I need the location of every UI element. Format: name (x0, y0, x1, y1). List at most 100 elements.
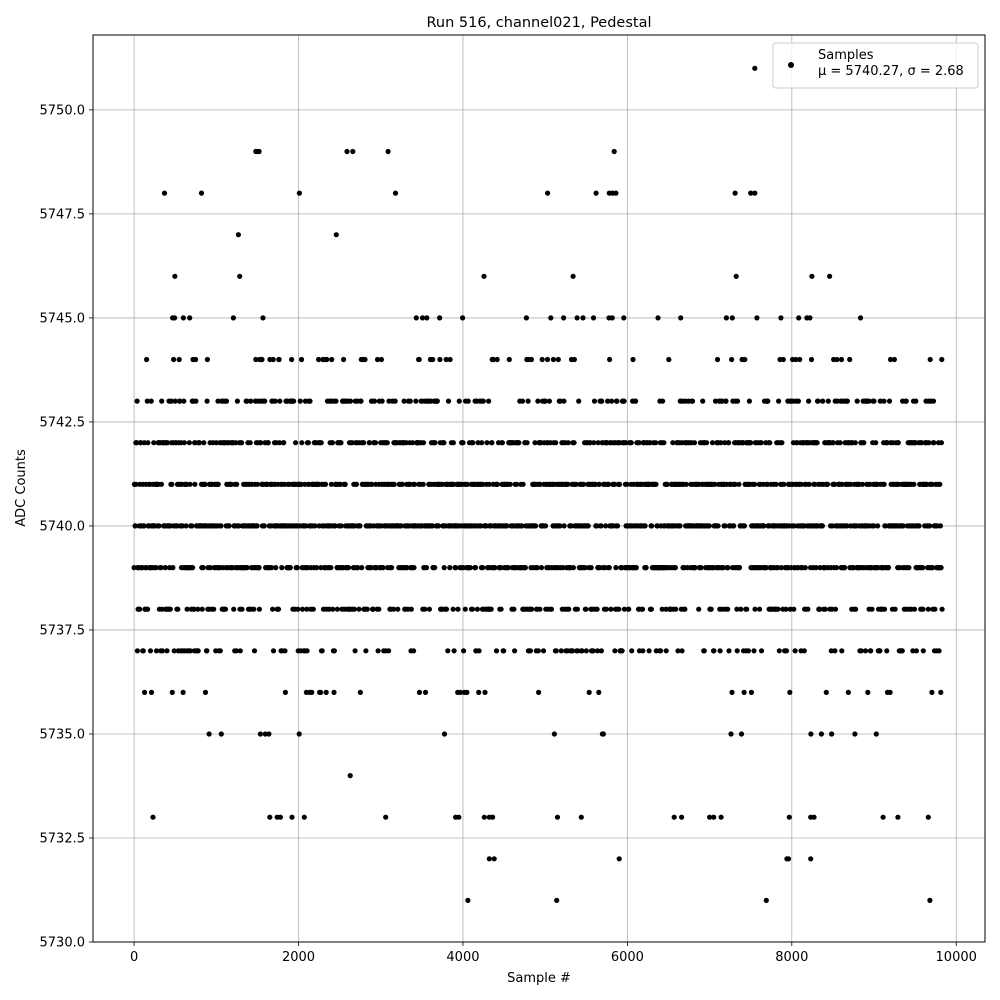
sample-point (806, 398, 812, 404)
sample-point (486, 481, 492, 487)
sample-point (202, 689, 209, 696)
sample-point (758, 648, 765, 654)
sample-point (937, 523, 944, 529)
sample-point (350, 148, 356, 155)
sample-point (832, 648, 838, 654)
sample-point (251, 606, 257, 612)
sample-point (171, 356, 177, 363)
sample-point (519, 523, 525, 529)
data-points (131, 65, 945, 904)
sample-point (464, 689, 470, 696)
sample-point (886, 398, 893, 404)
sample-point (593, 190, 599, 196)
sample-point (168, 398, 174, 404)
sample-point (700, 398, 706, 404)
sample-point (539, 356, 545, 363)
sample-point (207, 565, 213, 571)
sample-point (167, 606, 173, 612)
sample-point (138, 440, 144, 446)
sample-point (643, 565, 649, 571)
sample-point (193, 398, 199, 404)
sample-point (456, 814, 462, 820)
sample-point (258, 440, 264, 446)
sample-point (715, 523, 721, 529)
sample-point (256, 606, 262, 612)
sample-point (913, 398, 919, 404)
x-tick-label: 8000 (775, 950, 808, 965)
sample-point (861, 440, 867, 446)
sample-point (206, 731, 212, 737)
sample-point (318, 440, 324, 446)
sample-point (621, 398, 627, 404)
sample-point (235, 232, 241, 238)
x-axis-label: Sample # (507, 971, 571, 986)
sample-point (476, 648, 482, 654)
sample-point (764, 481, 771, 487)
sample-point (808, 856, 814, 862)
sample-point (329, 440, 335, 446)
sample-point (553, 648, 559, 654)
sample-point (880, 814, 886, 820)
sample-point (145, 606, 151, 612)
sample-point (877, 398, 883, 404)
sample-point (261, 523, 267, 529)
sample-point (251, 648, 258, 654)
sample-point (391, 606, 397, 612)
sample-point (927, 523, 933, 529)
sample-point (134, 440, 140, 446)
sample-point (289, 356, 295, 363)
sample-point (557, 523, 563, 529)
sample-point (859, 481, 866, 487)
sample-point (696, 606, 702, 612)
sample-point (818, 731, 825, 737)
sample-point (328, 565, 334, 571)
sample-point (779, 440, 785, 446)
sample-point (869, 606, 875, 612)
sample-point (507, 481, 513, 487)
sample-point (189, 523, 195, 529)
sample-point (776, 648, 782, 654)
sample-point (628, 440, 634, 446)
sample-point (612, 648, 618, 654)
sample-point (404, 565, 410, 571)
sample-point (159, 398, 165, 404)
sample-point (765, 398, 771, 404)
sample-point (156, 523, 162, 529)
sample-point (330, 606, 336, 612)
sample-point (437, 315, 443, 321)
sample-point (798, 481, 804, 487)
x-tick-label: 0 (130, 950, 138, 965)
sample-point (607, 356, 613, 363)
sample-point (147, 648, 154, 654)
sample-point (550, 356, 557, 363)
sample-point (217, 648, 223, 654)
sample-point (787, 689, 793, 696)
sample-point (326, 606, 332, 612)
sample-point (176, 356, 182, 363)
sample-point (395, 606, 401, 612)
sample-point (819, 523, 826, 529)
sample-point (379, 398, 385, 404)
sample-point (180, 315, 186, 321)
sample-point (398, 523, 404, 529)
sample-point (479, 440, 485, 446)
sample-point (324, 356, 330, 363)
sample-point (267, 814, 273, 820)
sample-point (532, 440, 538, 446)
sample-point (132, 523, 138, 529)
sample-point (734, 398, 741, 404)
sample-point (140, 648, 146, 654)
sample-point (401, 398, 407, 404)
sample-point (939, 606, 945, 612)
sample-point (561, 398, 567, 404)
sample-point (341, 356, 347, 363)
x-tick-label: 10000 (936, 950, 977, 965)
sample-point (929, 565, 936, 571)
sample-point (820, 398, 826, 404)
sample-point (865, 689, 871, 696)
sample-point (578, 814, 584, 820)
sample-point (332, 523, 338, 529)
sample-point (195, 606, 201, 612)
sample-point (172, 398, 178, 404)
sample-point (270, 648, 277, 654)
